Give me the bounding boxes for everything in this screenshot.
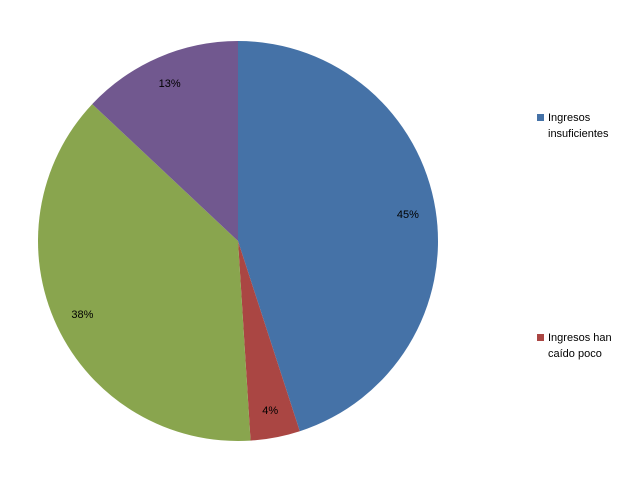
slice-labels: 45% 4% 38% 13%: [71, 78, 419, 417]
pie-slice-4: [92, 41, 239, 241]
pie-slice-2: [238, 241, 300, 441]
pie-slice-3: [38, 104, 251, 441]
legend-swatch: [537, 114, 544, 121]
slice-label-3: 38%: [71, 309, 93, 321]
legend-label: Ingresos insuficientes: [548, 112, 609, 140]
slice-label-1: 45%: [397, 209, 419, 221]
pie-slices: [38, 41, 438, 441]
pie-slice-1: [238, 41, 438, 432]
slice-label-4: 13%: [159, 78, 181, 90]
legend-item-ingresos-insuficientes: Ingresos insuficientes: [537, 110, 637, 142]
legend-item-ingresos-han-caido-poco: Ingresos han caído poco: [537, 330, 637, 362]
legend-swatch: [537, 334, 544, 341]
legend-label: Ingresos han caído poco: [548, 332, 612, 360]
slice-label-2: 4%: [262, 405, 278, 417]
